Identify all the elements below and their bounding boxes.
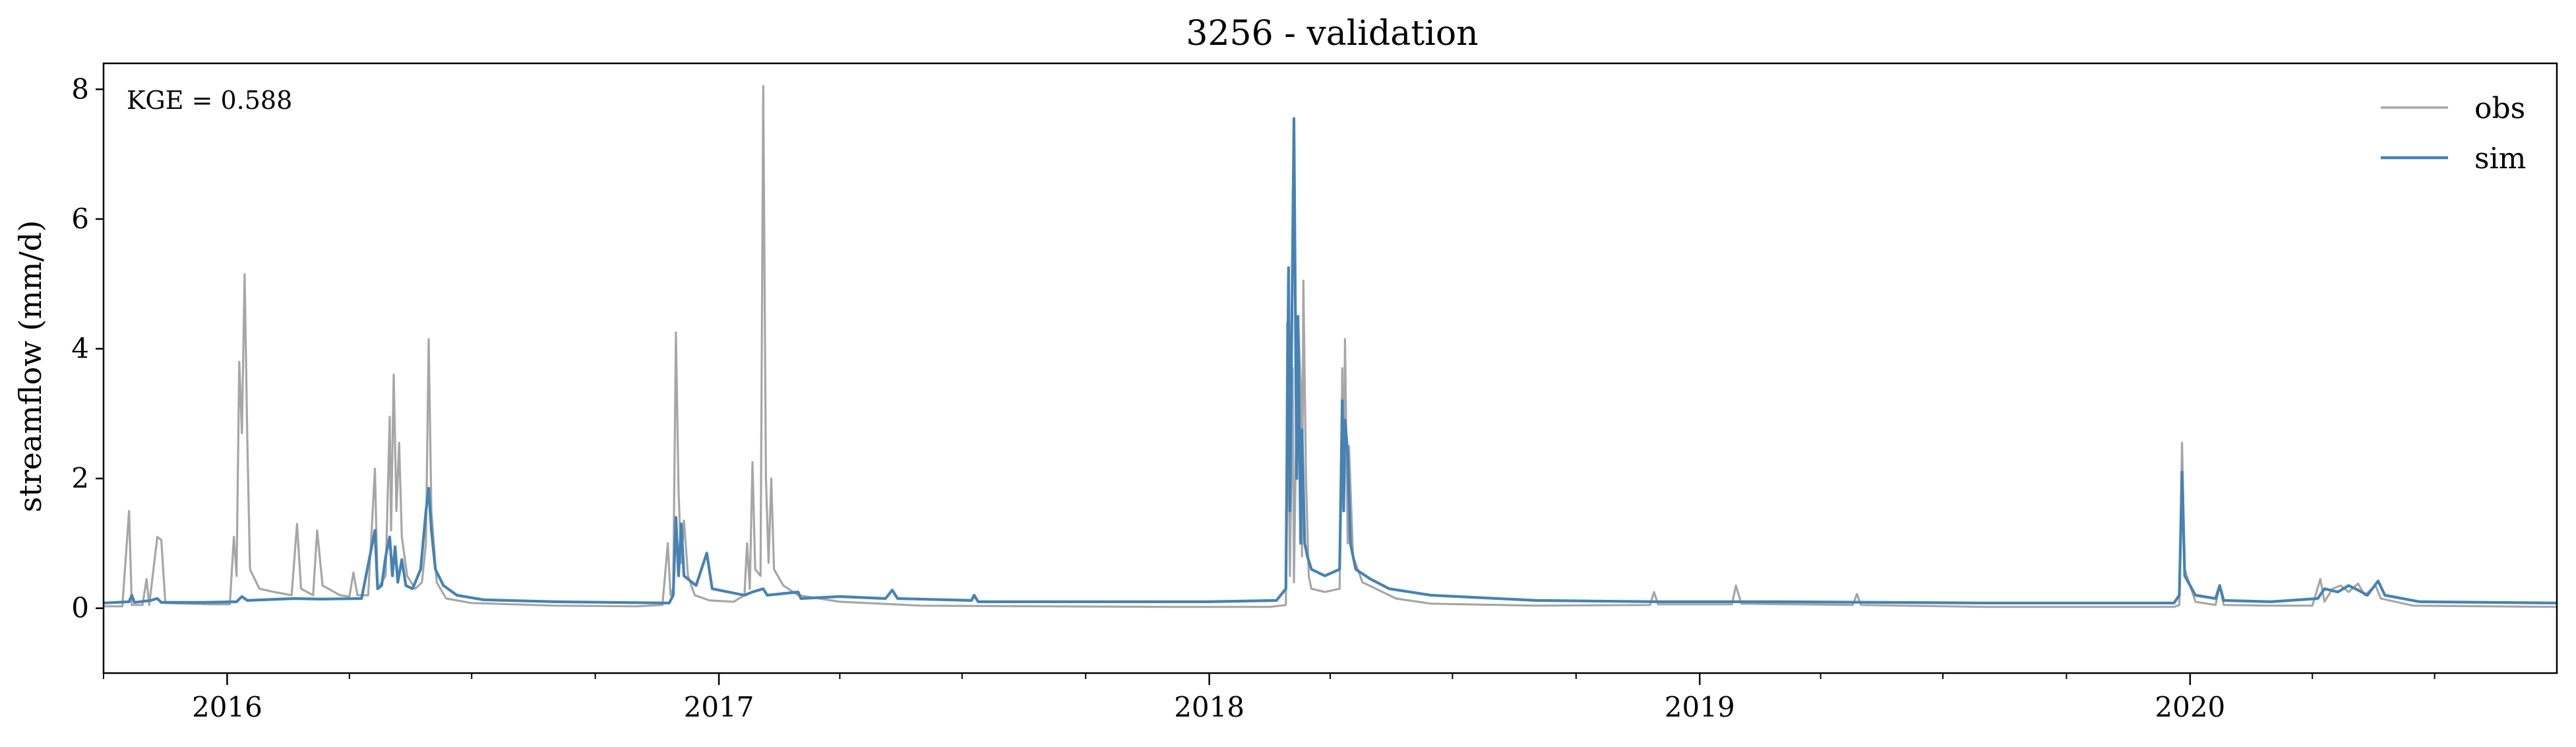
x-tick-label: 2016 — [192, 691, 262, 723]
series-obs-line — [104, 84, 2557, 608]
axes-layer: 0 2 4 6 8 2016 2017 2018 2019 2020 — [71, 62, 2558, 723]
chart-title: 3256 - validation — [1186, 14, 1478, 53]
x-tick-label: 2019 — [1665, 691, 1735, 723]
kge-annotation: KGE = 0.588 — [127, 86, 292, 115]
x-tick-label: 2017 — [684, 691, 754, 723]
x-tick-label: 2020 — [2155, 691, 2225, 723]
y-axis-label: streamflow (mm/d) — [13, 220, 48, 513]
legend: obs sim — [2381, 92, 2526, 176]
y-tick-label: 4 — [71, 333, 89, 365]
y-tick-label: 2 — [71, 462, 89, 494]
legend-sim-label: sim — [2474, 142, 2526, 176]
y-tick-label: 6 — [71, 203, 89, 235]
legend-obs-label: obs — [2474, 92, 2525, 125]
x-tick-label: 2018 — [1174, 691, 1244, 723]
series-sim-line — [104, 117, 2557, 604]
y-tick-label: 8 — [71, 73, 89, 105]
y-tick-label: 0 — [71, 592, 89, 624]
series-layer — [104, 84, 2557, 608]
